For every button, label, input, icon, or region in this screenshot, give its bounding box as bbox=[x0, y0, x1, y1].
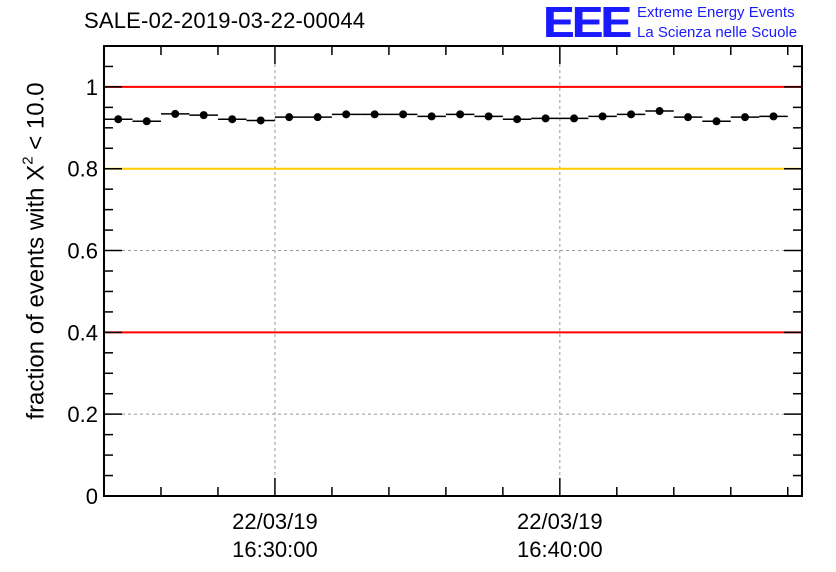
data-point bbox=[627, 110, 636, 119]
y-axis-label-superscript: 2 bbox=[19, 156, 37, 165]
logo-mark: EEE bbox=[543, 0, 631, 47]
y-tick-label: 0.8 bbox=[67, 157, 98, 182]
chart-title: SALE-02-2019-03-22-00044 bbox=[84, 8, 366, 33]
y-tick-label: 0.2 bbox=[67, 402, 98, 427]
data-point bbox=[484, 112, 493, 121]
data-point bbox=[712, 117, 721, 126]
data-point bbox=[342, 110, 351, 119]
y-axis-label: fraction of events with X2 < 10.0 bbox=[19, 82, 51, 420]
data-point bbox=[684, 113, 693, 122]
data-point bbox=[427, 112, 436, 121]
data-point bbox=[456, 110, 465, 119]
reference-lines bbox=[104, 85, 802, 334]
data-series bbox=[104, 107, 788, 126]
logo-line-1: Extreme Energy Events bbox=[637, 4, 795, 21]
data-point bbox=[285, 113, 294, 122]
y-axis-label-suffix: < 10.0 bbox=[22, 82, 50, 157]
data-point bbox=[313, 113, 322, 122]
y-axis-label-prefix: fraction of events with X bbox=[22, 164, 50, 420]
data-point bbox=[541, 114, 550, 123]
axes: 0 0.2 0.4 0.6 0.8 1 22/03/19 16:30:00 22/03/19 16… bbox=[67, 45, 803, 562]
y-tick-label: 0 bbox=[86, 484, 98, 509]
data-point bbox=[142, 117, 151, 126]
x-tick-date-label: 22/03/19 bbox=[517, 509, 603, 534]
x-tick-time-label: 16:30:00 bbox=[232, 537, 318, 562]
plot-frame bbox=[103, 45, 803, 497]
y-tick-label: 1 bbox=[86, 75, 98, 100]
grid-lines bbox=[104, 46, 802, 496]
data-point bbox=[598, 112, 607, 121]
data-point bbox=[570, 114, 579, 123]
x-tick-time-label: 16:40:00 bbox=[517, 537, 603, 562]
data-point bbox=[399, 110, 408, 119]
data-point bbox=[171, 109, 180, 118]
logo-line-2: La Scienza nelle Scuole bbox=[637, 24, 798, 41]
data-point bbox=[769, 112, 778, 121]
data-point bbox=[114, 115, 123, 124]
data-point bbox=[228, 115, 237, 124]
data-point bbox=[513, 115, 522, 124]
x-tick-date-label: 22/03/19 bbox=[232, 509, 318, 534]
data-point bbox=[199, 111, 208, 120]
data-point bbox=[370, 110, 379, 119]
data-point bbox=[256, 116, 265, 125]
y-tick-label: 0.6 bbox=[67, 239, 98, 264]
y-tick-label: 0.4 bbox=[67, 320, 98, 345]
data-point bbox=[655, 107, 664, 116]
data-point bbox=[741, 113, 750, 122]
